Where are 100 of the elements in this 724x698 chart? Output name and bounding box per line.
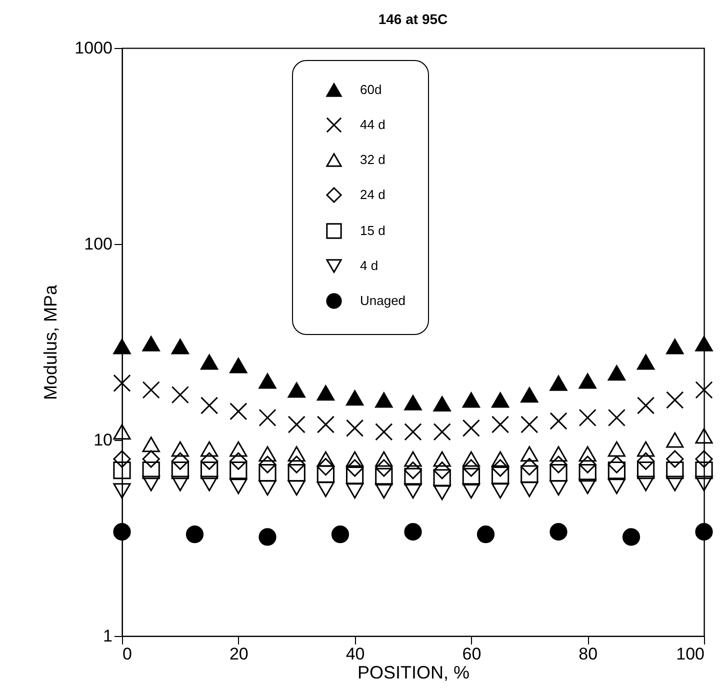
y-tick-label: 1000 [74,38,112,58]
point [550,456,568,474]
point [666,391,684,409]
point [520,446,538,462]
point [258,456,276,474]
point [186,526,204,544]
point [695,381,713,399]
point [636,452,655,470]
point [462,459,480,477]
point [142,450,160,468]
point [346,419,364,437]
point [695,428,713,444]
point [171,441,190,457]
point [491,459,510,477]
point [404,423,422,441]
legend-label: 4 d [360,258,378,273]
point [520,416,538,434]
point [404,483,422,499]
point [288,480,306,496]
point [404,451,422,467]
point [433,462,451,480]
point [258,408,276,426]
point [316,465,335,483]
point [433,451,451,467]
point [230,402,248,420]
point [550,446,568,462]
point [608,456,626,474]
point [520,465,538,483]
point [316,451,335,467]
point [230,478,248,494]
point [666,450,684,468]
point [258,464,276,482]
point [230,462,248,480]
point [491,392,510,408]
point [608,408,626,426]
point [316,458,335,476]
point [346,466,364,484]
point [200,452,218,470]
y-axis-title: Modulus, MPa [40,284,61,400]
point [288,446,306,462]
y-tick-label: 100 [84,234,112,254]
point [113,338,131,354]
point [636,441,655,457]
point [578,456,596,474]
point [142,476,160,492]
point [462,468,480,486]
point [666,476,684,492]
point [288,456,306,474]
x-axis-title: POSITION, % [357,662,470,682]
point [113,374,131,392]
point [404,462,422,480]
point [200,396,218,414]
point [375,468,393,486]
point [258,446,276,462]
point [230,452,248,470]
point [288,382,306,398]
point [346,390,364,406]
point [520,458,538,476]
legend-label: 60d [360,82,382,97]
point [200,441,218,457]
point [608,365,626,381]
point [113,483,131,499]
point [622,528,640,546]
point [636,462,655,480]
point [578,373,596,389]
point [433,484,451,500]
point [636,354,655,370]
point [491,483,510,499]
point [346,483,364,499]
point [171,452,190,470]
point [200,476,218,492]
point [142,462,160,480]
point [142,436,160,452]
point [608,478,626,494]
point [550,412,568,430]
point [636,396,655,414]
x-tick-label: 20 [229,644,248,664]
point [142,336,160,352]
point [520,482,538,498]
point [550,523,568,541]
point [433,396,451,412]
point [578,478,596,494]
point [375,392,393,408]
point [258,528,276,546]
point [491,416,510,434]
point [288,416,306,434]
point [476,526,495,544]
point [578,408,596,426]
point [666,432,684,448]
point [375,459,393,477]
point [113,523,131,541]
x-tick-label: 40 [346,644,365,664]
point [375,451,393,467]
point [695,336,713,352]
x-tick-label: 100 [676,644,704,664]
point [666,338,684,354]
point [331,526,350,544]
point [550,480,568,496]
point [608,462,626,480]
legend-label: 24 d [360,187,386,202]
